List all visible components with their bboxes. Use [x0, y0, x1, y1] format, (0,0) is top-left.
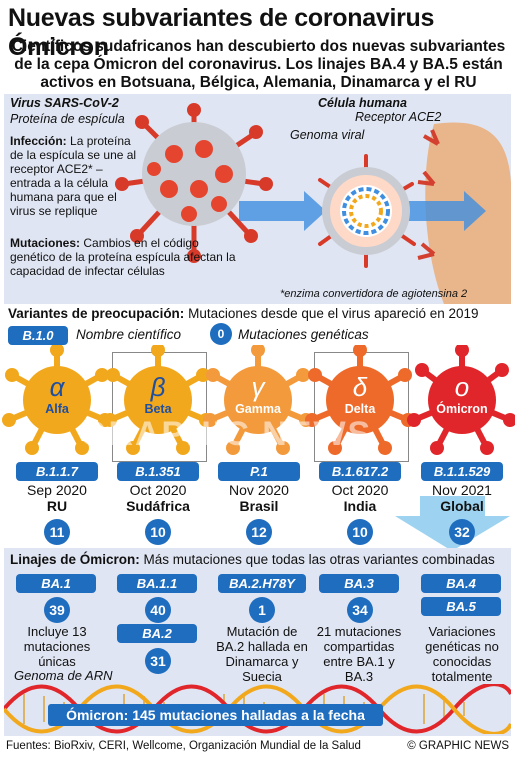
mutations-delta: 10	[347, 519, 373, 545]
date-alfa: Sep 2020	[27, 482, 87, 498]
page-subtitle: Científicos sudafricanos han descubierto…	[11, 38, 506, 91]
credit: © GRAPHIC NEWS	[407, 740, 509, 752]
infection-illustration	[115, 103, 511, 304]
greek-beta: β	[150, 372, 166, 402]
lineages-heading: Linajes de Ómicron:	[10, 552, 140, 567]
cell-heading: Célula humana	[318, 96, 407, 110]
lineage-code-ba5: BA.5	[421, 597, 501, 616]
greek-omicron: ο	[454, 372, 470, 402]
code-delta: B.1.617.2	[319, 462, 401, 481]
code-omicron: B.1.1.529	[421, 462, 503, 481]
infected-cell	[318, 154, 416, 268]
lineage-mutations-ba2h78y: 1	[249, 597, 275, 623]
lineages-heading-rest: Más mutaciones que todas las otras varia…	[143, 552, 495, 567]
lineage-code-ba2h78y: BA.2.H78Y	[218, 574, 306, 593]
place-alfa: RU	[46, 498, 68, 514]
code-gamma: P.1	[218, 462, 300, 481]
greek-gamma: γ	[251, 372, 265, 402]
ace2-receptors	[417, 129, 440, 260]
infection-text-block: Infección: La proteína de la espícula se…	[10, 134, 142, 218]
infection-text: La proteína de la espícula se une al rec…	[10, 134, 137, 218]
lineage-desc-ba2h78y: Mutación de BA.2 hallada en Dinamarca y …	[216, 624, 308, 684]
mutations-alfa: 11	[44, 519, 70, 545]
lineage-mutations-ba1: 39	[44, 597, 70, 623]
lineage-code-ba11: BA.1.1	[117, 574, 197, 593]
name-omicron: Ómicron	[436, 402, 488, 416]
sources: Fuentes: BioRxiv, CERI, Wellcome, Organi…	[6, 740, 361, 752]
greek-delta: δ	[352, 372, 368, 402]
lineage-mutations-ba3: 34	[347, 597, 373, 623]
entry-arrow-1	[239, 191, 326, 231]
lineage-mutations-ba2: 31	[145, 648, 171, 674]
virus-heading: Virus SARS-CoV-2	[10, 96, 119, 110]
place-gamma: Brasil	[239, 498, 279, 514]
name-alfa: Alfa	[45, 402, 69, 416]
date-beta: Oct 2020	[129, 482, 187, 498]
lineage-code-ba1: BA.1	[16, 574, 96, 593]
place-omicron: Global	[440, 498, 484, 514]
variant-virus-alfa	[2, 345, 112, 455]
ace2-receptor-label: Receptor ACE2	[355, 110, 442, 124]
ace2-footnote: *enzima convertidora de agiotensina 2	[280, 288, 468, 300]
lineage-desc-ba3: 21 mutaciones compartidas entre BA.1 y B…	[316, 624, 402, 684]
legend-num-label: Mutaciones genéticas	[238, 327, 369, 342]
concern-heading-row: Variantes de preocupación: Mutaciones de…	[8, 306, 479, 321]
lineage-desc-ba1: Incluye 13 mutaciones únicas	[23, 624, 91, 669]
concern-heading: Variantes de preocupación:	[8, 306, 185, 321]
infection-title: Infección:	[10, 134, 67, 148]
lineage-code-ba3: BA.3	[319, 574, 399, 593]
page-title: Nuevas subvariantes de coronavirus Ómicr…	[8, 4, 435, 61]
sars-cov-2-virus	[115, 103, 273, 263]
watermark: GRAPHIC NEWS	[80, 415, 373, 453]
variant-viruses	[2, 345, 515, 455]
variant-virus-omicron	[407, 345, 515, 455]
date-gamma: Nov 2020	[229, 482, 289, 498]
variant-virus-beta	[103, 345, 213, 455]
lineage-desc-ba4-ba5: Variaciones genéticas no conocidas total…	[425, 624, 499, 684]
spike-protein-label: Proteína de espícula	[10, 112, 125, 126]
entry-arrow-2	[404, 191, 486, 231]
code-beta: B.1.351	[117, 462, 199, 481]
mutation-title: Mutaciones:	[10, 236, 81, 250]
mutations-gamma: 12	[246, 519, 272, 545]
lineage-code-ba2: BA.2	[117, 624, 197, 643]
mutations-beta: 10	[145, 519, 171, 545]
legend-code-pill: B.1.0	[8, 326, 68, 345]
greek-alfa: α	[49, 372, 65, 402]
place-beta: Sudáfrica	[126, 498, 190, 514]
lineages-heading-row: Linajes de Ómicron: Más mutaciones que t…	[10, 552, 495, 567]
lineage-mutations-ba11: 40	[145, 597, 171, 623]
omicron-mutation-banner: Ómicron: 145 mutaciones halladas a la fe…	[48, 704, 383, 726]
code-alfa: B.1.1.7	[16, 462, 98, 481]
viral-genome-label: Genoma viral	[290, 128, 365, 142]
concern-heading-rest: Mutaciones desde que el virus apareció e…	[188, 306, 479, 321]
rna-genome-label: Genoma de ARN	[14, 668, 113, 683]
legend-code-label: Nombre científico	[76, 327, 182, 342]
name-delta: Delta	[344, 402, 376, 416]
lineage-code-ba4: BA.4	[421, 574, 501, 593]
date-omicron: Nov 2021	[432, 482, 492, 498]
date-delta: Oct 2020	[331, 482, 389, 498]
mutation-text: Cambios en el código genético de la prot…	[10, 236, 236, 278]
name-gamma: Gamma	[235, 402, 281, 416]
variant-virus-delta	[305, 345, 415, 455]
mutation-text-block: Mutaciones: Cambios en el código genétic…	[10, 236, 245, 278]
legend-num-circle: 0	[210, 323, 232, 345]
mutations-omicron: 32	[449, 519, 475, 545]
place-delta: India	[343, 498, 377, 514]
name-beta: Beta	[144, 402, 172, 416]
